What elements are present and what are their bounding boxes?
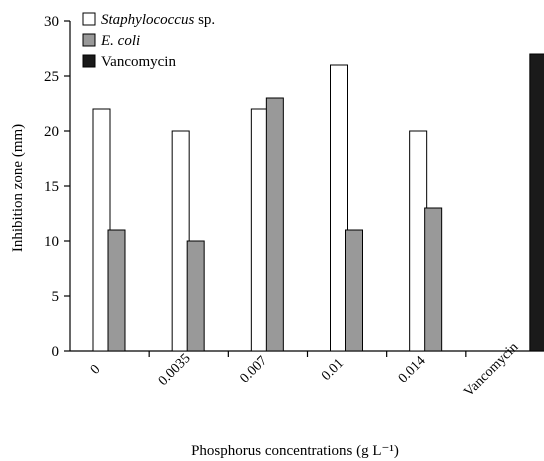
y-tick-label: 25 xyxy=(44,69,59,85)
x-tick-label: Vancomycin xyxy=(461,340,521,400)
y-tick-label: 0 xyxy=(52,344,60,360)
plot-area: 0 5 10 15 20 25 30 0 0.0035 0.007 0.01 0.014 Vancomy… xyxy=(44,14,544,400)
bar xyxy=(92,108,111,352)
bar xyxy=(265,97,284,352)
legend-swatch xyxy=(82,12,96,26)
bar xyxy=(250,108,269,352)
bar xyxy=(345,229,363,352)
x-tick-label: 0.007 xyxy=(237,354,270,387)
bar xyxy=(424,207,443,352)
bar xyxy=(409,130,428,352)
bar xyxy=(186,240,205,352)
x-tick-label: 0.01 xyxy=(319,356,347,384)
legend-label: Staphylococcus sp. xyxy=(101,12,215,28)
x-tick-label: 0.0035 xyxy=(156,351,194,389)
y-tick-label: 10 xyxy=(44,234,59,250)
y-tick-label: 5 xyxy=(52,289,60,305)
x-axis-title: Phosphorus concentrations (g L⁻¹) xyxy=(191,443,399,459)
legend-swatch xyxy=(82,33,96,47)
bar xyxy=(171,130,190,352)
y-axis-title: Inhibition zone (mm) xyxy=(10,124,26,252)
y-tick-label: 30 xyxy=(44,14,59,30)
bar xyxy=(330,64,348,352)
legend-label: E. coli xyxy=(100,33,140,49)
x-tick-label: 0 xyxy=(88,362,104,378)
legend: Staphylococcus sp. E. coli Vancomycin xyxy=(82,12,215,70)
bar xyxy=(529,53,544,352)
y-tick-label: 15 xyxy=(44,179,59,195)
legend-swatch xyxy=(82,54,96,68)
bar xyxy=(107,229,126,352)
x-tick-label: 0.014 xyxy=(396,354,429,387)
legend-label: Vancomycin xyxy=(101,54,176,70)
y-tick-label: 20 xyxy=(44,124,59,140)
